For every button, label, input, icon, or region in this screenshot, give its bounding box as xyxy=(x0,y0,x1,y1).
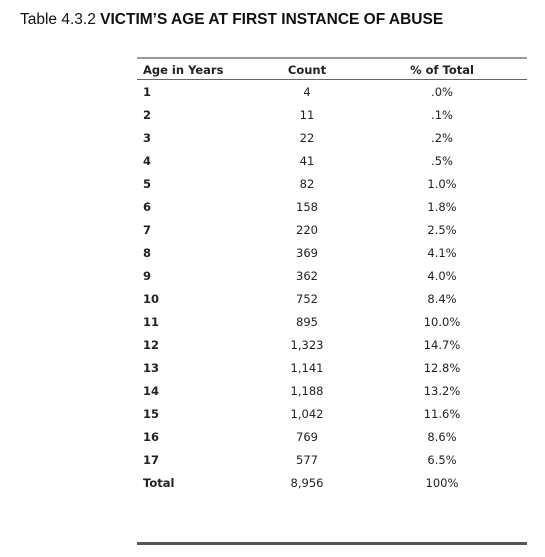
table-row: 3 22 .2% xyxy=(137,127,527,149)
age-cell: 12 xyxy=(143,338,160,352)
count-cell: 22 xyxy=(299,131,315,145)
percent-cell: .2% xyxy=(431,131,453,145)
table-row: 12 1,323 14.7% xyxy=(137,334,527,356)
percent-cell: 4.1% xyxy=(427,246,457,260)
count-cell: 369 xyxy=(296,246,318,260)
age-cell: 17 xyxy=(143,453,160,467)
table-row: 16 769 8.6% xyxy=(137,426,527,448)
caption-number: Table 4.3.2 xyxy=(20,11,96,28)
percent-cell: 10.0% xyxy=(423,315,461,329)
table-header-rule xyxy=(137,79,527,80)
age-cell: 7 xyxy=(143,223,152,237)
table-row: 13 1,141 12.8% xyxy=(137,357,527,379)
percent-cell: 11.6% xyxy=(423,407,461,421)
count-cell: 1,042 xyxy=(290,407,324,421)
count-cell: 895 xyxy=(296,315,318,329)
table-row: 11 895 10.0% xyxy=(137,311,527,333)
count-cell: 82 xyxy=(299,177,315,191)
age-cell: 10 xyxy=(143,292,160,306)
percent-cell: 12.8% xyxy=(423,361,461,375)
count-cell: 4 xyxy=(303,85,311,99)
count-cell: 577 xyxy=(296,453,318,467)
table-row: 9 362 4.0% xyxy=(137,265,527,287)
percent-cell: .1% xyxy=(431,108,453,122)
table-row: 1 4 .0% xyxy=(137,81,527,103)
percent-cell: 1.0% xyxy=(427,177,457,191)
table-bottom-rule xyxy=(137,542,527,545)
percent-cell: 4.0% xyxy=(427,269,457,283)
header-count: Count xyxy=(287,62,327,77)
header-percent: % of Total xyxy=(410,62,474,77)
table-row: 14 1,188 13.2% xyxy=(137,380,527,402)
age-cell: 9 xyxy=(143,269,152,283)
percent-cell: 8.4% xyxy=(427,292,457,306)
age-cell: 15 xyxy=(143,407,160,421)
count-cell: 752 xyxy=(296,292,318,306)
percent-cell: 14.7% xyxy=(423,338,461,352)
header-age: Age in Years xyxy=(143,62,224,77)
percent-cell: 1.8% xyxy=(427,200,457,214)
age-cell: 3 xyxy=(143,131,152,145)
percent-cell: .5% xyxy=(431,154,453,168)
table-row: 8 369 4.1% xyxy=(137,242,527,264)
percent-cell: 100% xyxy=(425,476,459,490)
count-cell: 769 xyxy=(296,430,318,444)
percent-cell: 8.6% xyxy=(427,430,457,444)
count-cell: 1,141 xyxy=(290,361,324,375)
age-cell: 6 xyxy=(143,200,152,214)
table-row: 2 11 .1% xyxy=(137,104,527,126)
table-row: 7 220 2.5% xyxy=(137,219,527,241)
percent-cell: 2.5% xyxy=(427,223,457,237)
age-cell: 4 xyxy=(143,154,152,168)
count-cell: 1,188 xyxy=(290,384,324,398)
age-cell: 1 xyxy=(143,85,152,99)
age-cell: 14 xyxy=(143,384,160,398)
percent-cell: 13.2% xyxy=(423,384,461,398)
count-cell: 158 xyxy=(296,200,318,214)
age-cell: Total xyxy=(143,476,175,490)
age-table: Age in Years Count % of Total 1 4.0% 2 11.1… xyxy=(137,57,527,545)
table-total-row: Total 8,956 100% xyxy=(137,472,527,494)
table-row: 15 1,042 11.6% xyxy=(137,403,527,425)
table-row: 10 752 8.4% xyxy=(137,288,527,310)
table-top-rule xyxy=(137,57,527,59)
table-row: 6 158 1.8% xyxy=(137,196,527,218)
age-cell: 8 xyxy=(143,246,152,260)
count-cell: 1,323 xyxy=(290,338,324,352)
count-cell: 41 xyxy=(299,154,315,168)
count-cell: 220 xyxy=(296,223,318,237)
caption-title: VICTIM’S AGE AT FIRST INSTANCE OF ABUSE xyxy=(100,11,444,28)
table-row: 5 82 1.0% xyxy=(137,173,527,195)
count-cell: 11 xyxy=(299,108,315,122)
count-cell: 362 xyxy=(296,269,318,283)
age-cell: 2 xyxy=(143,108,152,122)
table-row: 4 41 .5% xyxy=(137,150,527,172)
count-cell: 8,956 xyxy=(290,476,324,490)
percent-cell: .0% xyxy=(431,85,453,99)
table-row: 17 577 6.5% xyxy=(137,449,527,471)
age-cell: 13 xyxy=(143,361,160,375)
percent-cell: 6.5% xyxy=(427,453,457,467)
table-header-row: Age in Years Count % of Total xyxy=(137,60,527,79)
age-cell: 5 xyxy=(143,177,152,191)
table-caption: Table 4.3.2 VICTIM’S AGE AT FIRST INSTAN… xyxy=(20,10,443,30)
age-cell: 16 xyxy=(143,430,160,444)
age-cell: 11 xyxy=(143,315,160,329)
